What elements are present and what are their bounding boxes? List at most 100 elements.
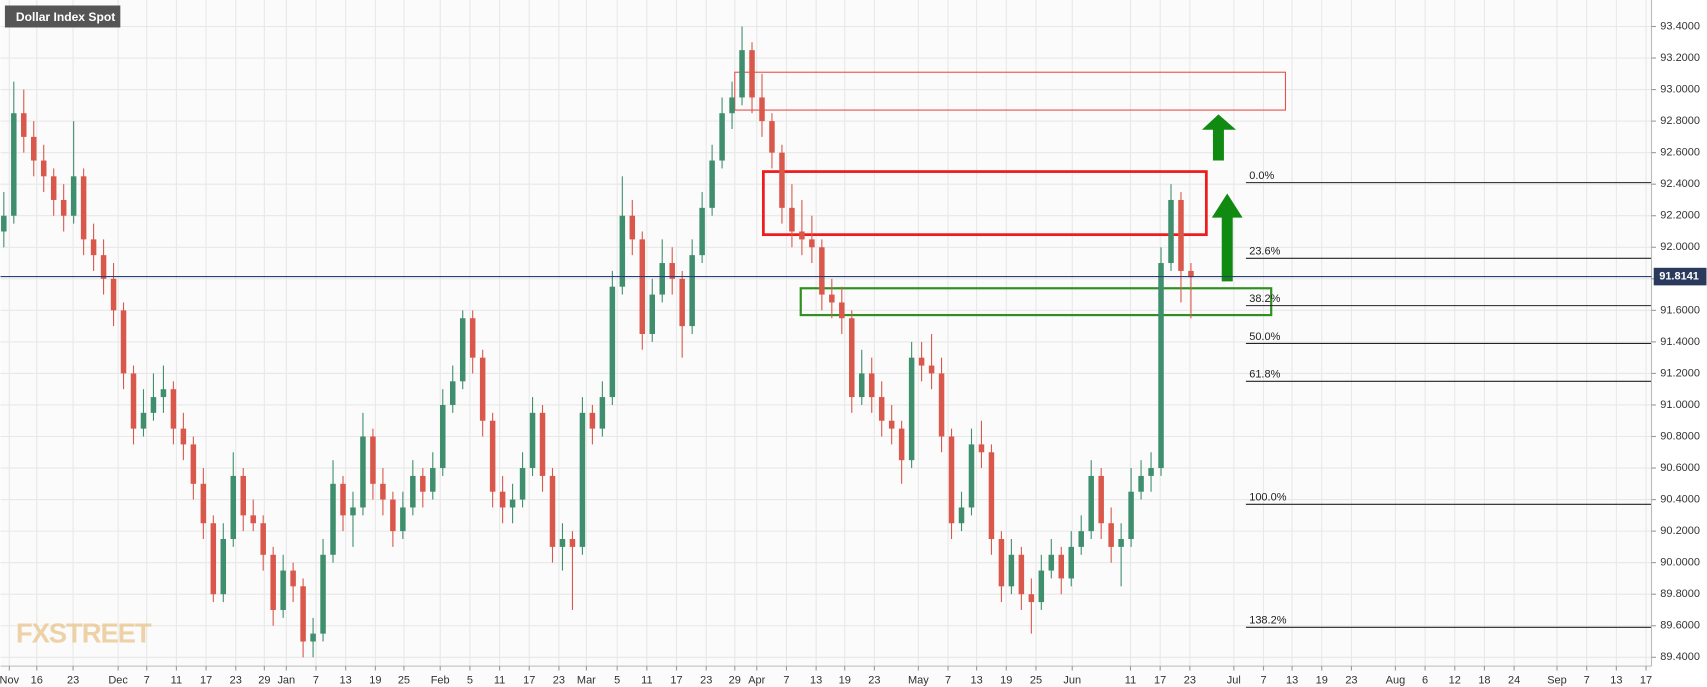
fib-label: 61.8%	[1249, 369, 1280, 381]
candle-body	[799, 231, 805, 240]
candle-body	[1168, 199, 1174, 264]
candle-body	[430, 468, 436, 492]
candle-body	[669, 263, 675, 279]
x-tick-label: 23	[1184, 674, 1196, 686]
candle-body	[1078, 531, 1084, 547]
candle-body	[659, 263, 665, 295]
candle-body	[868, 373, 875, 398]
candle-body	[609, 286, 616, 398]
x-tick-label: 25	[398, 674, 410, 686]
candle-body	[599, 397, 606, 429]
y-tick-label: 90.8000	[1660, 430, 1700, 442]
candle-body	[200, 483, 207, 524]
candle-body	[589, 412, 596, 429]
candle-body	[978, 444, 985, 453]
arrows	[1201, 114, 1243, 282]
y-tick-label: 89.6000	[1660, 620, 1700, 632]
chart-title: Dollar Index Spot	[16, 10, 115, 24]
candle-body	[1088, 475, 1094, 532]
candle-body	[739, 50, 745, 98]
x-tick-label: 13	[1286, 674, 1298, 686]
y-tick-label: 89.8000	[1660, 588, 1700, 600]
candle-body	[230, 475, 237, 540]
candle-body	[779, 152, 785, 208]
candle-body	[100, 255, 107, 279]
candle-body	[699, 207, 705, 256]
candle-body	[749, 50, 755, 98]
x-tick-label: 7	[783, 674, 789, 686]
candle-body	[50, 176, 57, 200]
candle-body	[958, 507, 965, 524]
x-tick-label: 17	[1640, 674, 1652, 686]
candle-body	[489, 420, 496, 492]
y-tick-label: 91.6000	[1660, 304, 1700, 316]
x-tick-label: 7	[1260, 674, 1266, 686]
y-tick-label: 93.2000	[1660, 52, 1700, 64]
x-tick-label: 7	[144, 674, 150, 686]
candle-body	[968, 444, 975, 508]
candle-body	[80, 176, 87, 240]
candle-body	[140, 412, 147, 429]
candle-body	[190, 444, 197, 484]
x-tick-label: 13	[1610, 674, 1622, 686]
candle-body	[649, 294, 656, 335]
x-tick-label: Sep	[1547, 674, 1567, 686]
candle-body	[559, 539, 566, 547]
candle-body	[639, 239, 646, 335]
zone	[734, 71, 1287, 111]
x-tick-label: 7	[945, 674, 951, 686]
candle-body	[390, 499, 396, 532]
x-tick-label: 23	[67, 674, 79, 686]
candle-body	[719, 113, 725, 161]
x-tick-label: 18	[1478, 674, 1490, 686]
y-tick-label: 89.4000	[1660, 651, 1700, 663]
candle-body	[360, 436, 366, 508]
candle-body	[440, 404, 446, 469]
x-tick-label: Aug	[1386, 674, 1406, 686]
y-tick-label: 90.0000	[1660, 557, 1700, 569]
candle-body	[150, 397, 157, 413]
fib-label: 100.0%	[1249, 492, 1286, 504]
grid	[0, 0, 1652, 667]
x-tick-label: 16	[31, 674, 43, 686]
candle-body	[1008, 554, 1015, 587]
x-tick-label: 7	[313, 674, 319, 686]
candle-body	[1128, 491, 1134, 540]
candle-body	[1028, 594, 1035, 603]
fib-label: 0.0%	[1249, 170, 1274, 182]
y-tick-label: 93.4000	[1660, 20, 1700, 32]
y-tick-label: 93.0000	[1660, 83, 1700, 95]
x-tick-label: 17	[523, 674, 535, 686]
candle-body	[40, 160, 47, 177]
candle-body	[210, 523, 217, 595]
candle-body	[370, 436, 376, 484]
axes: 89.4000 89.6000 89.8000 90.0000 90.2000 90.40…	[0, 20, 1700, 686]
candle-body	[120, 310, 127, 374]
candle-body	[1158, 263, 1164, 469]
last-price-box	[1653, 267, 1707, 286]
candle-body	[519, 468, 526, 500]
zones	[734, 71, 1287, 317]
x-tick-label: Nov	[0, 674, 20, 686]
y-tick-label: 91.4000	[1660, 336, 1700, 348]
candle-body	[859, 373, 865, 398]
x-tick-label: Feb	[431, 674, 450, 686]
candle-body	[569, 539, 576, 547]
x-tick-label: 13	[340, 674, 352, 686]
candle-body	[240, 475, 246, 516]
y-tick-label: 90.4000	[1660, 493, 1700, 505]
candle-body	[11, 113, 17, 216]
x-tick-label: 23	[553, 674, 565, 686]
x-tick-label: 11	[641, 674, 652, 686]
arrow	[1201, 114, 1237, 161]
x-tick-label: 24	[1508, 674, 1520, 686]
candle-body	[1058, 554, 1065, 579]
candle-body	[400, 507, 406, 532]
fib-label: 50.0%	[1249, 331, 1280, 343]
candle-body	[1148, 468, 1154, 476]
x-tick-label: 6	[1422, 674, 1428, 686]
x-tick-label: 19	[369, 674, 381, 686]
candle-body	[290, 570, 296, 587]
candle-body	[410, 475, 416, 508]
